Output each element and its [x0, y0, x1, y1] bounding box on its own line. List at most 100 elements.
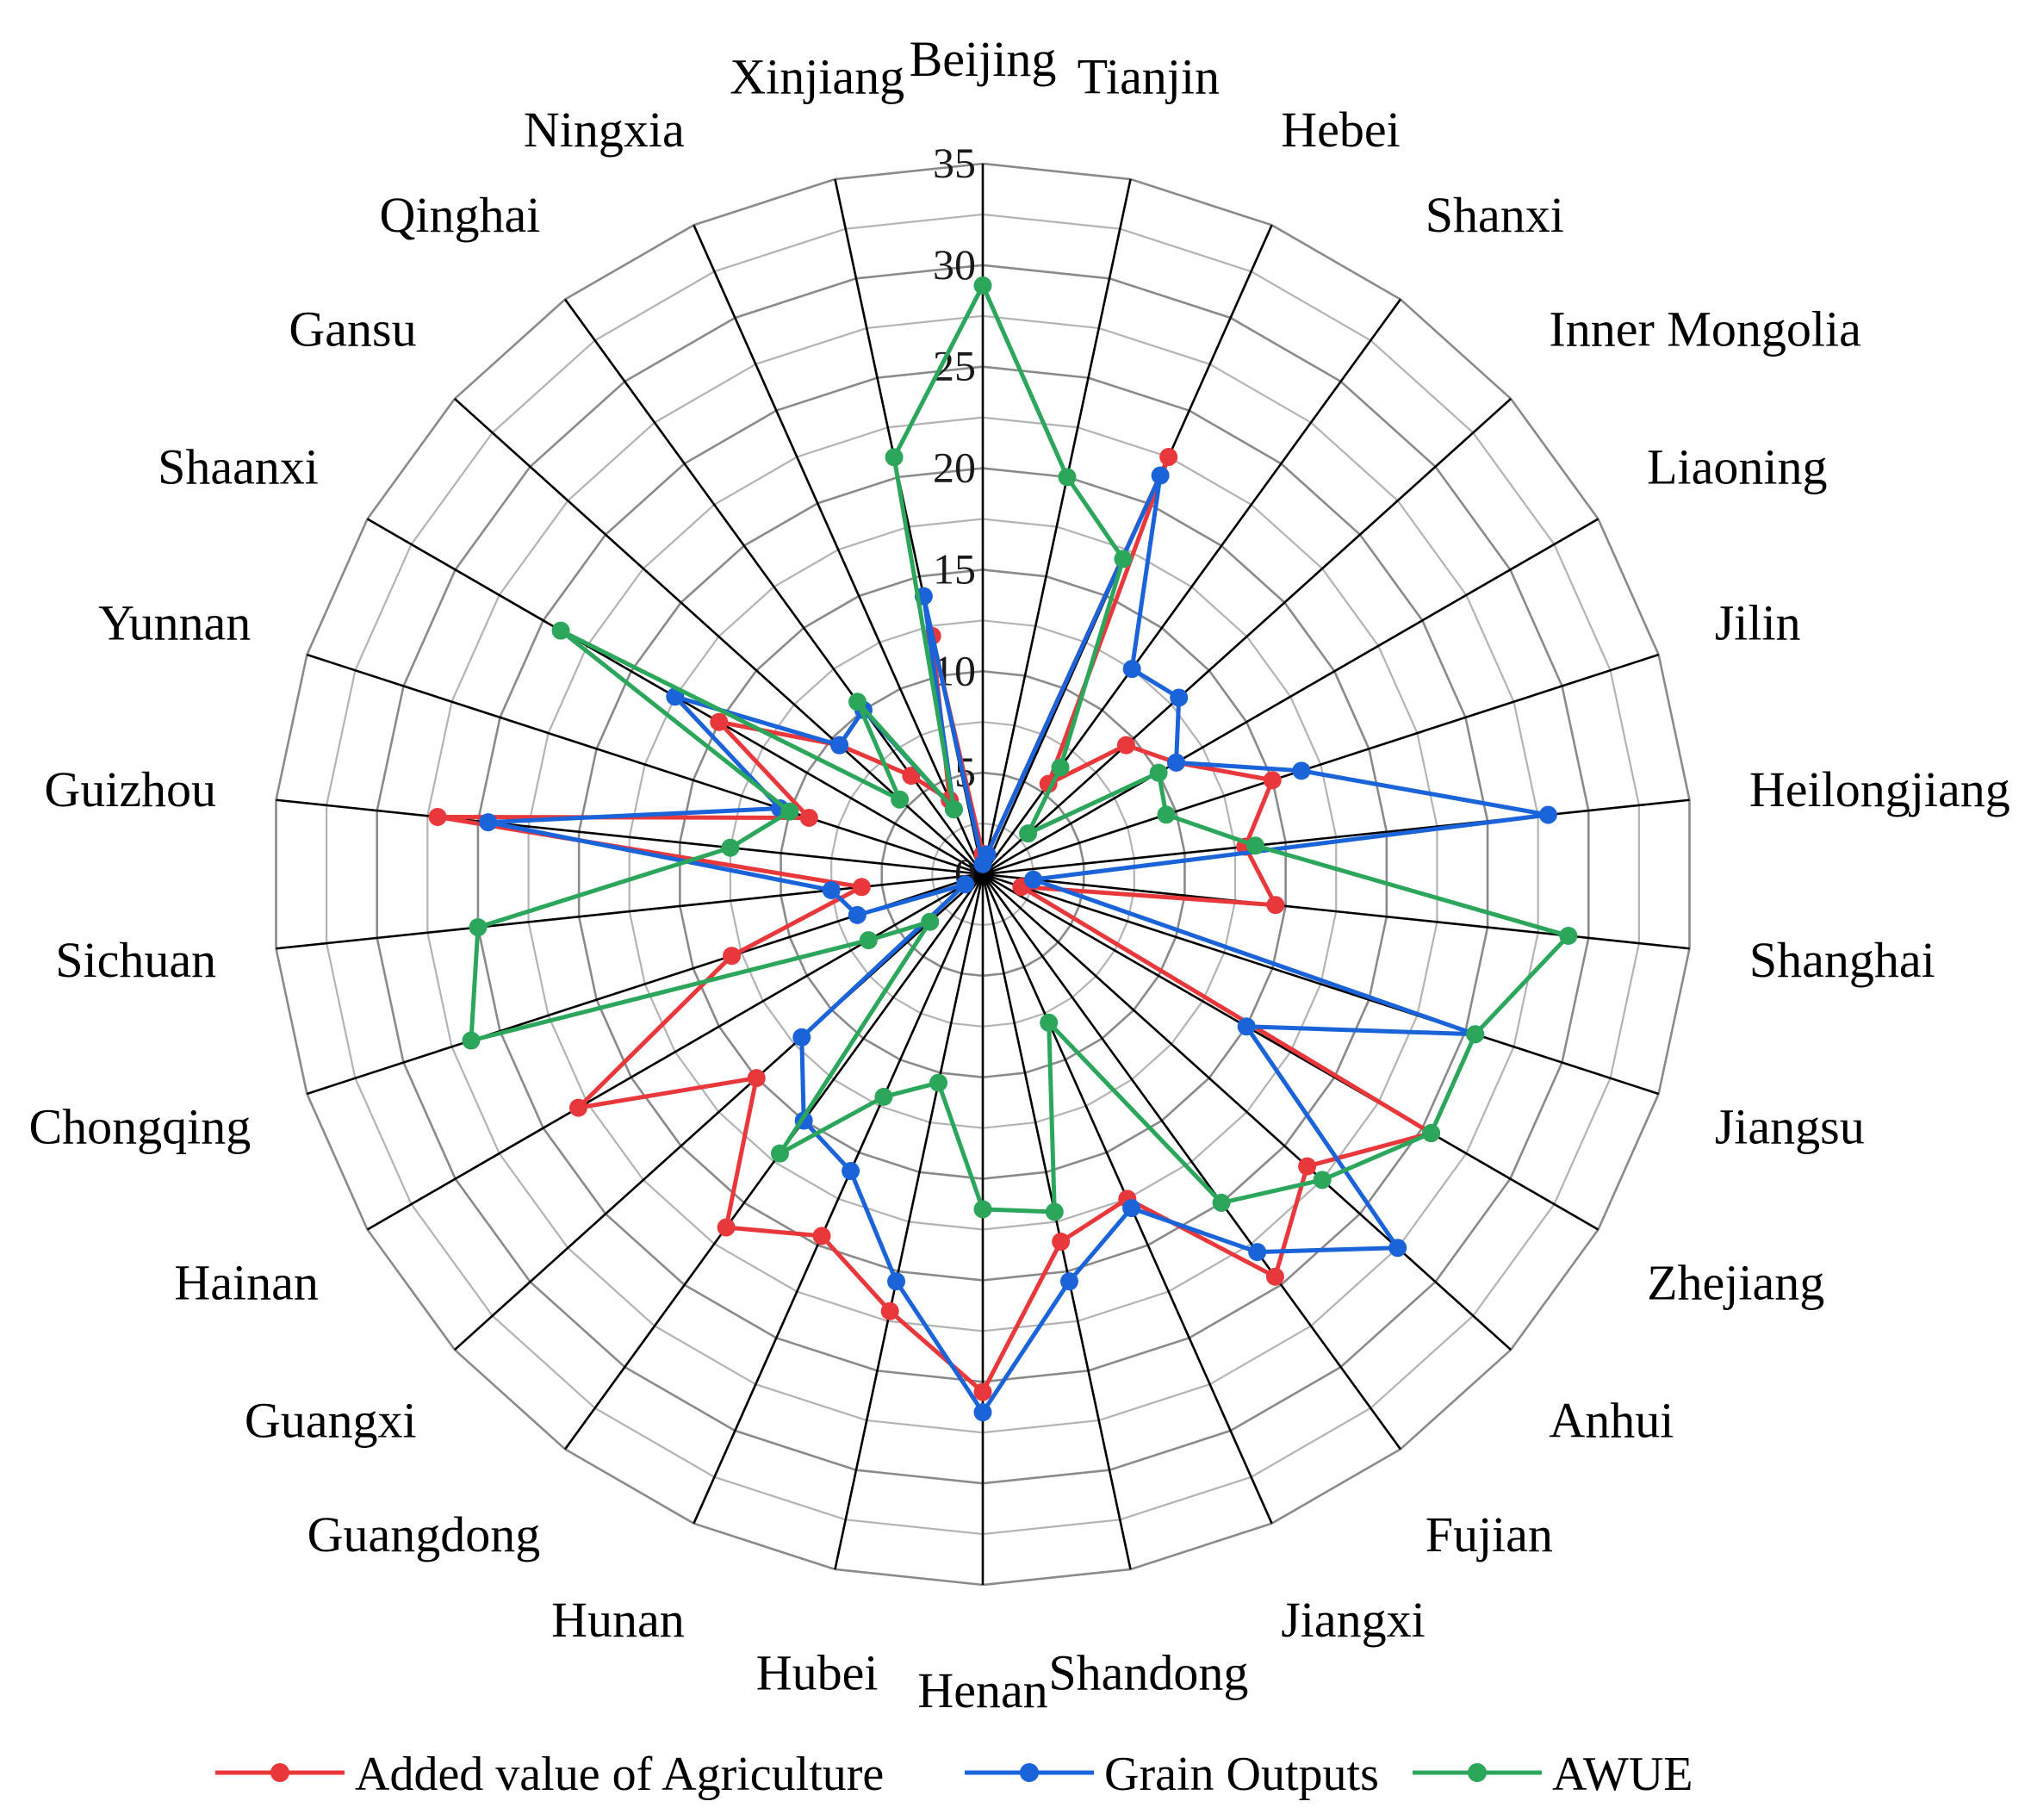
- axis-spoke: [982, 873, 1512, 1351]
- data-point: [1019, 824, 1038, 843]
- data-point: [1040, 1013, 1059, 1032]
- category-label: Fujian: [1426, 1506, 1553, 1562]
- data-point: [710, 712, 729, 731]
- data-point: [812, 1227, 831, 1245]
- data-point: [1170, 688, 1189, 707]
- category-label: Shandong: [1048, 1644, 1248, 1700]
- category-label: Jiangxi: [1281, 1592, 1426, 1648]
- category-label: Hubei: [756, 1644, 879, 1700]
- category-label: Shanghai: [1749, 932, 1935, 988]
- data-point: [848, 693, 867, 711]
- data-point: [1245, 836, 1264, 855]
- data-point: [717, 1218, 736, 1237]
- axis-spoke: [981, 873, 1132, 1570]
- data-point: [973, 1403, 992, 1422]
- data-point: [944, 800, 963, 819]
- data-point: [747, 1069, 766, 1088]
- category-label: Shanxi: [1426, 187, 1564, 243]
- category-label: Qinghai: [379, 187, 540, 243]
- data-point: [1059, 1272, 1078, 1291]
- data-point: [1167, 753, 1186, 772]
- axis-spoke: [981, 178, 1132, 875]
- data-point: [780, 802, 799, 821]
- data-point: [479, 813, 498, 832]
- data-point: [1292, 761, 1311, 780]
- axis-spoke: [366, 873, 984, 1231]
- data-point: [1237, 1017, 1256, 1036]
- category-label: Inner Mongolia: [1549, 301, 1860, 357]
- series-group: [428, 276, 1578, 1422]
- data-point: [902, 767, 921, 786]
- data-point: [887, 1272, 906, 1291]
- legend-marker: [1468, 1763, 1487, 1782]
- axis-spoke: [982, 398, 1512, 875]
- tick-label: 35: [933, 139, 976, 187]
- category-label: Chongqing: [28, 1099, 251, 1155]
- axis-spoke: [982, 873, 1600, 1231]
- data-point: [1024, 870, 1043, 889]
- axis-spoke: [454, 873, 984, 1351]
- data-point: [462, 1031, 481, 1050]
- data-point: [956, 875, 975, 894]
- axis-spoke: [564, 298, 985, 875]
- legend: Added value of Agriculture Grain Outputs A…: [215, 1748, 1693, 1801]
- category-label: Heilongjiang: [1749, 761, 2010, 817]
- data-point: [1151, 466, 1170, 485]
- data-point: [568, 1098, 587, 1117]
- axis-spoke: [693, 224, 985, 875]
- category-label: Gansu: [289, 301, 416, 357]
- axis-spoke: [564, 873, 985, 1450]
- data-point: [428, 807, 447, 826]
- axis-spoke: [982, 518, 1600, 876]
- tick-label: 30: [933, 240, 976, 289]
- category-label: Liaoning: [1647, 439, 1827, 495]
- data-point: [1052, 1233, 1071, 1252]
- legend-label: Added value of Agriculture: [355, 1748, 884, 1801]
- category-label: Henan: [917, 1662, 1047, 1718]
- data-point: [469, 918, 488, 937]
- data-point: [842, 1162, 860, 1181]
- legend-label: AWUE: [1552, 1748, 1693, 1801]
- legend-label: Grain Outputs: [1104, 1748, 1379, 1801]
- data-point: [1116, 736, 1135, 755]
- category-labels: Beijing Tianjin Hebei Shanxi Inner Mongolia L…: [28, 31, 2009, 1718]
- category-label: Zhejiang: [1647, 1255, 1824, 1311]
- data-point: [770, 1144, 789, 1163]
- data-point: [1159, 447, 1178, 466]
- axis-spoke: [306, 653, 984, 876]
- data-point: [830, 736, 849, 755]
- category-label: Jilin: [1715, 594, 1801, 650]
- category-label: Hebei: [1281, 102, 1401, 158]
- category-label: Hunan: [551, 1592, 685, 1648]
- data-point: [1122, 1199, 1141, 1218]
- data-point: [1559, 926, 1578, 945]
- data-point: [1122, 660, 1141, 679]
- category-label: Anhui: [1549, 1393, 1674, 1449]
- data-point: [1538, 805, 1557, 824]
- category-label: Guangxi: [245, 1393, 417, 1449]
- category-label: Ningxia: [524, 102, 685, 158]
- data-point: [852, 878, 871, 897]
- data-point: [1265, 1267, 1284, 1286]
- data-point: [551, 621, 570, 640]
- category-label: Tianjin: [1078, 49, 1220, 105]
- data-point: [848, 905, 867, 924]
- axis-spoke: [982, 653, 1660, 876]
- data-point: [1466, 1025, 1485, 1044]
- data-point: [1045, 1202, 1064, 1221]
- legend-marker: [270, 1763, 289, 1782]
- axis-spoke: [693, 873, 985, 1525]
- data-point: [1149, 763, 1168, 782]
- data-point: [792, 1028, 811, 1047]
- data-point: [1248, 1243, 1267, 1262]
- category-label: Beijing: [910, 31, 1057, 87]
- category-label: Hainan: [174, 1255, 319, 1311]
- data-point: [1051, 758, 1070, 777]
- data-point: [1313, 1171, 1332, 1190]
- data-point: [973, 1200, 992, 1219]
- legend-marker: [1020, 1763, 1039, 1782]
- data-point: [1263, 771, 1282, 790]
- data-point: [921, 912, 940, 931]
- data-point: [885, 448, 904, 467]
- category-label: Guangdong: [307, 1506, 541, 1562]
